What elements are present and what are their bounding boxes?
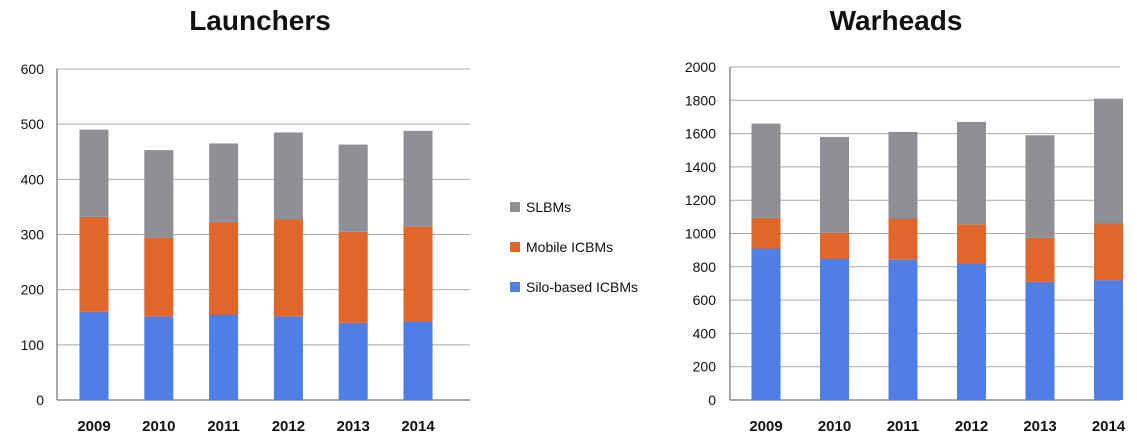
launchers-bar-slbm-2011 xyxy=(209,143,239,222)
warheads-bar-silo-2013 xyxy=(1025,281,1055,400)
warheads-y-tick-label: 800 xyxy=(693,259,717,275)
launchers-bar-slbm-2013 xyxy=(338,144,368,232)
warheads-x-tick-label: 2012 xyxy=(955,418,988,434)
warheads-chart-title: Warheads xyxy=(829,5,963,36)
legend-swatch-slbms xyxy=(510,202,520,212)
legend-label-silo-based-icbms: Silo-based ICBMs xyxy=(526,279,639,295)
warheads-bar-silo-2011 xyxy=(888,259,918,400)
launchers-bar-silo-2012 xyxy=(273,316,303,400)
legend-swatch-mobile-icbms xyxy=(510,242,520,252)
launchers-bar-mobile-2009 xyxy=(79,216,109,312)
warheads-y-tick-label: 2000 xyxy=(685,59,716,75)
launchers-bar-mobile-2011 xyxy=(209,221,239,315)
launchers-y-tick-label: 100 xyxy=(21,337,45,353)
launchers-y-tick-label: 500 xyxy=(21,116,45,132)
launchers-y-tick-label: 400 xyxy=(21,171,45,187)
warheads-x-tick-label: 2009 xyxy=(749,418,782,434)
legend-item-silo-based-icbms: Silo-based ICBMs xyxy=(510,276,638,298)
warheads-y-tick-label: 200 xyxy=(693,359,717,375)
launchers-bar-mobile-2012 xyxy=(273,219,303,317)
warheads-x-tick-label: 2010 xyxy=(818,418,851,434)
launchers-y-tick-label: 200 xyxy=(21,282,45,298)
warheads-y-tick-label: 1600 xyxy=(685,126,716,142)
launchers-x-tick-label: 2009 xyxy=(77,418,110,434)
launchers-bar-slbm-2014 xyxy=(403,130,433,227)
launchers-x-tick-label: 2012 xyxy=(272,418,305,434)
warheads-bar-silo-2010 xyxy=(820,258,849,400)
warheads-y-tick-label: 1200 xyxy=(685,192,716,208)
launchers-bar-silo-2013 xyxy=(338,322,368,400)
warheads-x-tick-label: 2011 xyxy=(887,418,920,434)
launchers-x-tick-label: 2010 xyxy=(142,418,175,434)
warheads-bar-slbm-2012 xyxy=(957,121,986,225)
warheads-bar-slbm-2010 xyxy=(820,136,849,233)
warheads-y-tick-label: 1800 xyxy=(685,92,716,108)
warheads-bar-mobile-2010 xyxy=(820,232,849,259)
launchers-bar-silo-2009 xyxy=(79,311,109,400)
launchers-bar-silo-2014 xyxy=(403,321,433,400)
warheads-bar-slbm-2013 xyxy=(1025,135,1055,238)
legend-item-mobile-icbms: Mobile ICBMs xyxy=(510,236,638,258)
legend-label-mobile-icbms: Mobile ICBMs xyxy=(526,239,614,255)
warheads-bar-slbm-2009 xyxy=(751,123,781,218)
warheads-y-tick-label: 0 xyxy=(708,392,716,408)
launchers-y-tick-label: 300 xyxy=(21,227,45,243)
launchers-y-tick-label: 600 xyxy=(21,61,45,77)
warheads-bar-mobile-2009 xyxy=(751,217,781,249)
warheads-bar-slbm-2014 xyxy=(1094,98,1123,224)
launchers-bar-slbm-2009 xyxy=(79,129,109,217)
launchers-bar-mobile-2014 xyxy=(403,226,433,322)
launchers-bar-slbm-2010 xyxy=(144,150,174,238)
launchers-x-tick-label: 2013 xyxy=(337,418,370,434)
launchers-chart-title: Launchers xyxy=(189,5,331,36)
launchers-x-tick-label: 2014 xyxy=(401,418,435,434)
launchers-bar-slbm-2012 xyxy=(273,132,303,220)
launchers-y-tick-label: 0 xyxy=(36,392,44,408)
launchers-bar-mobile-2013 xyxy=(338,231,368,323)
warheads-bar-mobile-2013 xyxy=(1025,237,1055,282)
warheads-y-tick-label: 600 xyxy=(693,292,717,308)
legend-swatch-silo-based-icbms xyxy=(510,282,520,292)
launchers-bar-silo-2010 xyxy=(144,316,174,400)
launchers-bar-silo-2011 xyxy=(209,314,239,400)
warheads-x-tick-label: 2014 xyxy=(1092,418,1126,434)
legend-item-slbms: SLBMs xyxy=(510,196,638,218)
warheads-y-tick-label: 1000 xyxy=(685,226,716,242)
warheads-bar-silo-2009 xyxy=(751,248,781,400)
warheads-bar-silo-2012 xyxy=(957,263,986,400)
legend: SLBMs Mobile ICBMs Silo-based ICBMs xyxy=(510,196,638,316)
warheads-bar-silo-2014 xyxy=(1094,280,1123,400)
warheads-y-tick-label: 1400 xyxy=(685,159,716,175)
launchers-x-tick-label: 2011 xyxy=(207,418,240,434)
warheads-bar-mobile-2012 xyxy=(957,224,986,264)
launchers-bar-mobile-2010 xyxy=(144,237,174,317)
warheads-y-tick-label: 400 xyxy=(693,325,717,341)
warheads-bar-mobile-2011 xyxy=(888,218,918,260)
warheads-x-tick-label: 2013 xyxy=(1023,418,1056,434)
warheads-bar-mobile-2014 xyxy=(1094,223,1123,281)
legend-label-slbms: SLBMs xyxy=(526,199,572,215)
warheads-bar-slbm-2011 xyxy=(888,131,918,219)
